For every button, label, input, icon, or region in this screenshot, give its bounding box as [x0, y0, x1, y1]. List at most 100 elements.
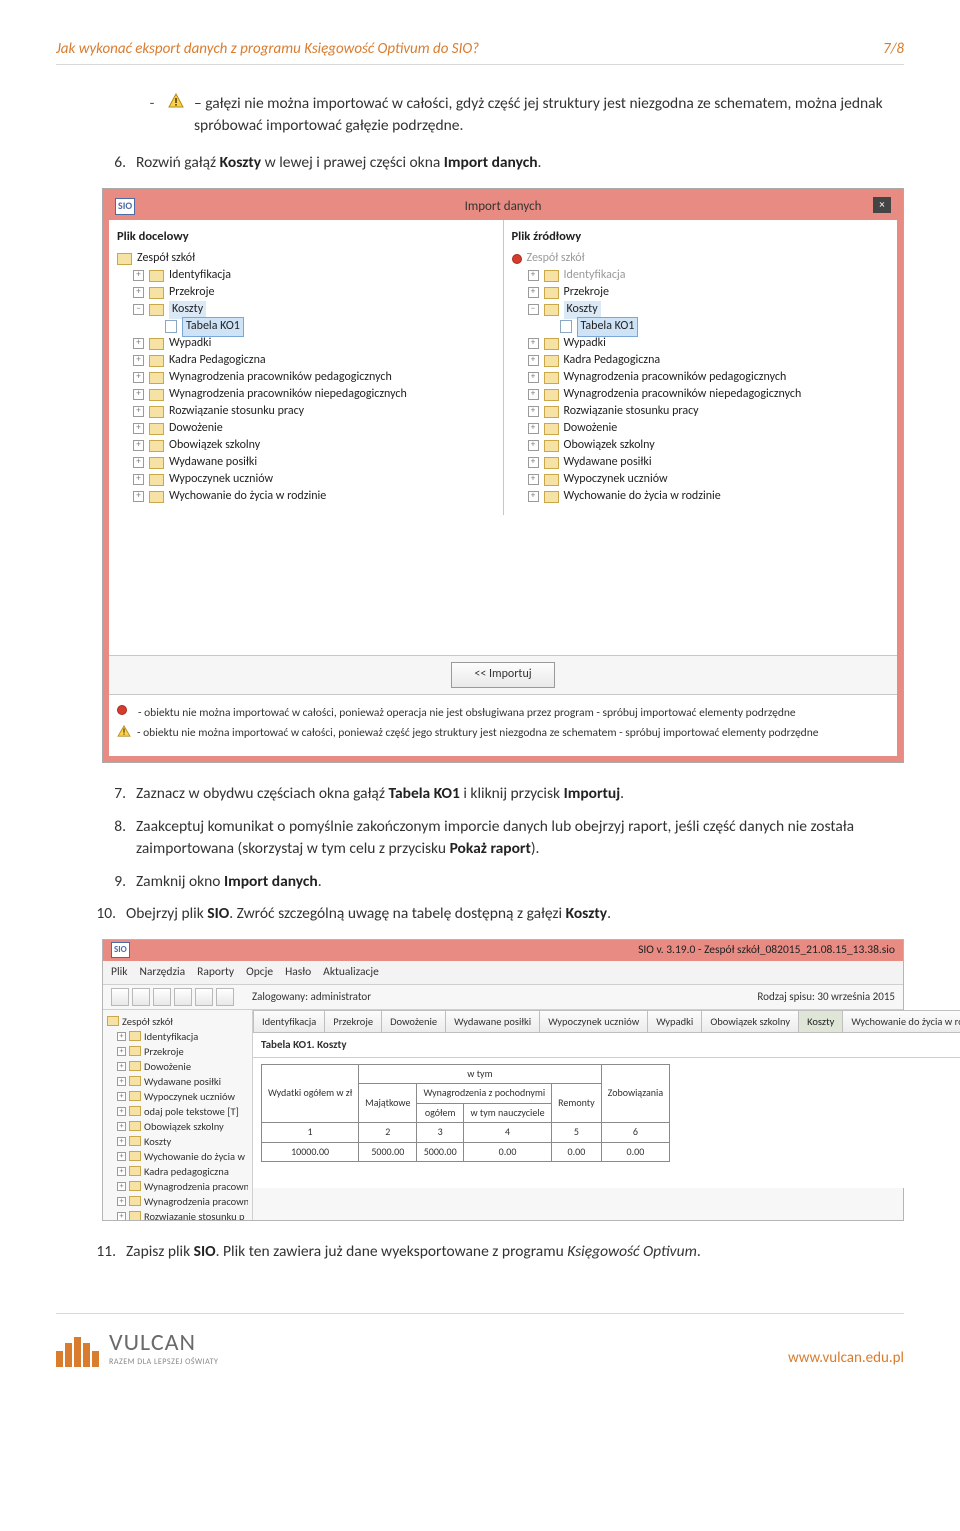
tab[interactable]: Identyfikacja: [253, 1010, 325, 1032]
tree-item[interactable]: +Kadra pedagogiczna: [107, 1164, 248, 1179]
tree-item[interactable]: +Przekroje: [512, 284, 890, 301]
tree-item[interactable]: +Rozwiązanie stosunku pracy: [512, 403, 890, 420]
sio-tree[interactable]: Zespół szkół+Identyfikacja+Przekroje+Dow…: [103, 1010, 253, 1220]
tree-item[interactable]: Zespół szkół: [512, 250, 890, 267]
menu-item[interactable]: Opcje: [246, 965, 273, 979]
sio-tabs[interactable]: IdentyfikacjaPrzekrojeDowożenieWydawane …: [253, 1010, 960, 1033]
step-10: 10. Obejrzyj plik SIO. Zwróć szczególną …: [56, 903, 904, 925]
warning-icon: [168, 93, 184, 109]
tree-item[interactable]: +Wypadki: [512, 335, 890, 352]
menu-item[interactable]: Raporty: [197, 965, 234, 979]
tree-item[interactable]: +Identyfikacja: [117, 267, 495, 284]
tree-item[interactable]: +Wychowanie do życia w rodzinie: [512, 488, 890, 505]
tree-item[interactable]: Tabela KO1: [117, 318, 495, 335]
tree-item[interactable]: +Wynagrodzenia pracowników pedagogicznyc…: [512, 369, 890, 386]
tab[interactable]: Koszty: [798, 1010, 843, 1032]
sio-subheader: Tabela KO1. Koszty: [253, 1033, 960, 1058]
tab[interactable]: Wypadki: [647, 1010, 702, 1032]
tree-item[interactable]: +Wydawane posiłki: [512, 454, 890, 471]
tree-item[interactable]: +Kadra Pedagogiczna: [117, 352, 495, 369]
tree-item[interactable]: +Wypadki: [117, 335, 495, 352]
tree-item[interactable]: +Wynagrodzenia pracowników niepedagogicz…: [117, 386, 495, 403]
tree-item[interactable]: +Wynagrodzenia pracown: [107, 1194, 248, 1209]
tree-item[interactable]: +Wynagrodzenia pracowników pedagogicznyc…: [117, 369, 495, 386]
right-pane: Plik źródłowy Zespół szkół+Identyfikacja…: [504, 220, 898, 515]
tree-item[interactable]: Zespół szkół: [107, 1014, 248, 1029]
koszty-table: Wydatki ogółem w zł w tym Zobowiązania M…: [261, 1064, 670, 1163]
menu-item[interactable]: Aktualizacje: [323, 965, 379, 979]
page-header: Jak wykonać eksport danych z programu Ks…: [56, 40, 904, 65]
tab[interactable]: Wydawane posiłki: [445, 1010, 540, 1032]
tree-item[interactable]: +Dowożenie: [117, 420, 495, 437]
import-dialog: SIO Import danych × Plik docelowy Zespół…: [102, 188, 904, 763]
menu-item[interactable]: Narzędzia: [139, 965, 185, 979]
tree-item[interactable]: +Wynagrodzenia pracowników niepedagogicz…: [512, 386, 890, 403]
toolbar-icons[interactable]: [111, 988, 234, 1006]
header-page: 7/8: [883, 40, 904, 58]
vulcan-logo: VULCAN RAZEM DLA LEPSZEJ OŚWIATY: [56, 1328, 218, 1367]
sio-titlebar: SIO SIO v. 3.19.0 - Zespół szkół_082015_…: [103, 940, 903, 961]
sio-toolbar: Zalogowany: administrator Rodzaj spisu: …: [103, 985, 903, 1010]
tree-item[interactable]: +Wypoczynek uczniów: [107, 1089, 248, 1104]
tab[interactable]: Wypoczynek uczniów: [539, 1010, 648, 1032]
tree-item[interactable]: +Wypoczynek uczniów: [117, 471, 495, 488]
login-label: Zalogowany: administrator: [252, 989, 371, 1005]
tree-item[interactable]: +Identyfikacja: [512, 267, 890, 284]
dialog-footer: << Importuj: [109, 655, 897, 693]
tree-item[interactable]: +Wychowanie do życia w r: [107, 1149, 248, 1164]
step-8: 8. Zaakceptuj komunikat o pomyślnie zako…: [56, 816, 904, 861]
pane-right-title: Plik źródłowy: [512, 228, 890, 246]
tree-item[interactable]: +Wydawane posiłki: [117, 454, 495, 471]
tree-item[interactable]: +Rozwiązanie stosunku pracy: [117, 403, 495, 420]
page-footer: VULCAN RAZEM DLA LEPSZEJ OŚWIATY www.vul…: [56, 1313, 904, 1367]
tab[interactable]: Przekroje: [324, 1010, 382, 1032]
tree-item[interactable]: −Koszty: [117, 301, 495, 318]
tree-item[interactable]: +Przekroje: [117, 284, 495, 301]
warning-icon: [117, 725, 131, 737]
tree-item[interactable]: +Obowiązek szkolny: [107, 1119, 248, 1134]
logo-text: VULCAN: [109, 1328, 218, 1357]
dialog-title: Import danych: [465, 199, 542, 214]
blocked-icon: [117, 705, 127, 715]
step-9: 9. Zamknij okno Import danych.: [56, 871, 904, 893]
logo-subtitle: RAZEM DLA LEPSZEJ OŚWIATY: [109, 1357, 218, 1367]
step-7: 7. Zaznacz w obydwu częściach okna gałąź…: [56, 783, 904, 805]
footer-url[interactable]: www.vulcan.edu.pl: [788, 1349, 904, 1367]
tree-item[interactable]: +Dowożenie: [512, 420, 890, 437]
tree-item[interactable]: +Wypoczynek uczniów: [512, 471, 890, 488]
tree-item[interactable]: +Wynagrodzenia pracown: [107, 1179, 248, 1194]
tab[interactable]: Obowiązek szkolny: [701, 1010, 799, 1032]
pane-left-title: Plik docelowy: [117, 228, 495, 246]
sio-title-text: SIO v. 3.19.0 - Zespół szkół_082015_21.0…: [638, 943, 895, 957]
tree-item[interactable]: +odaj pole tekstowe [T]: [107, 1104, 248, 1119]
tree-item[interactable]: +Dowożenie: [107, 1059, 248, 1074]
sio-main: IdentyfikacjaPrzekrojeDowożenieWydawane …: [253, 1010, 960, 1220]
dash-text: – gałęzi nie można importować w całości,…: [194, 93, 904, 138]
tree-item[interactable]: +Rozwiązanie stosunku p: [107, 1209, 248, 1220]
sio-menubar[interactable]: Plik Narzędzia Raporty Opcje Hasło Aktualizac…: [103, 961, 903, 985]
spis-label: Rodzaj spisu: 30 września 2015: [757, 989, 895, 1005]
tree-item[interactable]: −Koszty: [512, 301, 890, 318]
tree-item[interactable]: +Przekroje: [107, 1044, 248, 1059]
tree-item[interactable]: +Kadra Pedagogiczna: [512, 352, 890, 369]
dash-note: - – gałęzi nie można importować w całośc…: [146, 93, 904, 138]
dialog-titlebar: SIO Import danych ×: [109, 195, 897, 220]
tree-item[interactable]: +Koszty: [107, 1134, 248, 1149]
tree-item[interactable]: +Obowiązek szkolny: [117, 437, 495, 454]
tab[interactable]: Dowożenie: [381, 1010, 446, 1032]
close-icon[interactable]: ×: [873, 197, 891, 213]
tree-item[interactable]: +Wydawane posiłki: [107, 1074, 248, 1089]
left-pane: Plik docelowy Zespół szkół+Identyfikacja…: [109, 220, 504, 515]
tree-item[interactable]: Zespół szkół: [117, 250, 495, 267]
dialog-notes: - obiektu nie można importować w całości…: [109, 694, 897, 756]
tree-item[interactable]: +Identyfikacja: [107, 1029, 248, 1044]
tree-item[interactable]: +Wychowanie do życia w rodzinie: [117, 488, 495, 505]
header-title: Jak wykonać eksport danych z programu Ks…: [56, 40, 479, 58]
tab[interactable]: Wychowanie do życia w rodzinie: [842, 1010, 960, 1032]
tree-item[interactable]: Tabela KO1: [512, 318, 890, 335]
step-6: 6. Rozwiń gałąź Koszty w lewej i prawej …: [56, 152, 904, 174]
menu-item[interactable]: Plik: [111, 965, 127, 979]
import-button[interactable]: << Importuj: [451, 662, 554, 687]
menu-item[interactable]: Hasło: [285, 965, 311, 979]
tree-item[interactable]: +Obowiązek szkolny: [512, 437, 890, 454]
